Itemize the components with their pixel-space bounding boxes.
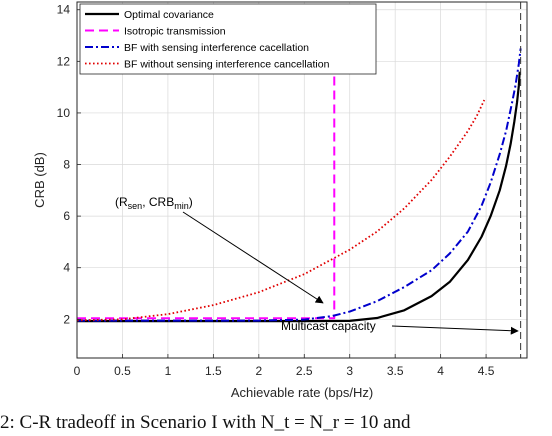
x-tick-label: 1 — [165, 364, 172, 378]
x-ticks: 0 0.5 1 1.5 2 2.5 3 3.5 4 4.5 — [74, 354, 495, 378]
multicast-capacity-arrow — [391, 325, 519, 335]
series-line-2 — [77, 57, 336, 320]
y-tick-label: 8 — [63, 158, 70, 172]
series-group — [77, 48, 522, 323]
legend-box — [79, 3, 377, 75]
x-tick-label: 0 — [74, 364, 81, 378]
y-tick-label: 4 — [63, 261, 70, 275]
legend-label-2: Isotropic transmission — [124, 26, 226, 38]
x-tick-label: 2 — [255, 364, 262, 378]
legend-label-4: BF without sensing interference cancella… — [124, 59, 330, 71]
rsen-crbmin-arrow — [182, 211, 324, 304]
multicast-capacity-label: Multicast capacity — [281, 319, 376, 333]
y-tick-label: 2 — [63, 312, 70, 326]
rsen-crbmin-label: (Rsen, CRBmin) — [115, 195, 193, 211]
x-tick-label: 4.5 — [478, 364, 495, 378]
plot-frame — [76, 1, 528, 359]
x-tick-label: 3 — [346, 364, 353, 378]
figure-caption: 2: C-R tradeoff in Scenario I with N_t =… — [0, 412, 411, 433]
y-tick-label: 12 — [57, 54, 71, 68]
y-tick-label: 10 — [57, 106, 71, 120]
x-tick-label: 2.5 — [296, 364, 313, 378]
x-tick-label: 1.5 — [205, 364, 222, 378]
crb-vs-rate-chart: 0 0.5 1 1.5 2 2.5 3 3.5 4 4.5 2 4 6 8 10 12 14 Achievab… — [32, 1, 528, 400]
legend-label-3: BF with sensing interference cacellation — [124, 42, 309, 54]
x-tick-label: 4 — [437, 364, 444, 378]
annotations: (Rsen, CRBmin) Multicast capacity — [115, 195, 519, 335]
y-tick-label: 6 — [63, 209, 70, 223]
y-tick-label: 14 — [57, 3, 71, 17]
x-tick-label: 3.5 — [387, 364, 404, 378]
legend-label-1: Optimal covariance — [124, 9, 214, 21]
y-axis-label: CRB (dB) — [32, 152, 47, 208]
y-ticks: 2 4 6 8 10 12 14 — [57, 3, 81, 326]
series-line-4 — [77, 99, 486, 322]
legend: Optimal covariance Isotropic transmission… — [79, 3, 377, 75]
x-axis-label: Achievable rate (bps/Hz) — [231, 385, 373, 400]
series-line-3 — [77, 48, 522, 322]
x-tick-label: 0.5 — [114, 364, 131, 378]
